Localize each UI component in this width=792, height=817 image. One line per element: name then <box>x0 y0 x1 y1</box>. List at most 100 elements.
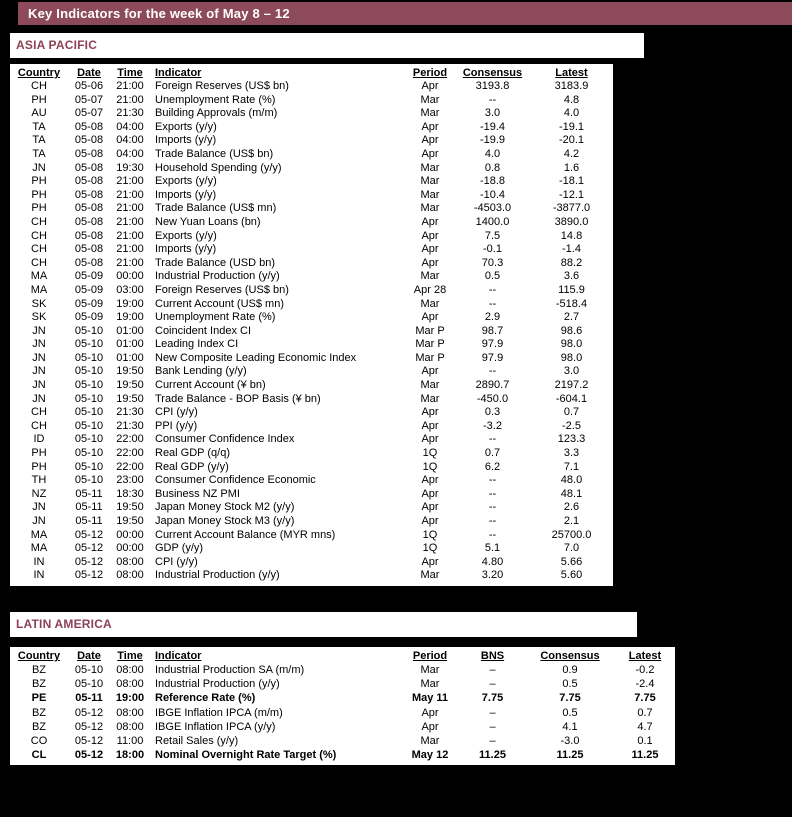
table-cell: 21:30 <box>116 406 144 419</box>
table-cell: 3183.9 <box>554 80 589 92</box>
column-header-time: Time <box>117 650 143 662</box>
table-cell: 4.7 <box>637 720 653 733</box>
table-cell: GDP (y/y) <box>155 542 204 555</box>
table-cell: Exports (y/y) <box>155 229 217 242</box>
table-cell: 1Q <box>422 447 438 460</box>
table-cell: 01:00 <box>116 338 144 351</box>
table-cell: JN <box>32 338 46 351</box>
table-cell: 3890.0 <box>554 215 589 228</box>
table-cell: 4.2 <box>563 147 580 160</box>
table-row: JN 05-10 19:50 Current Account (¥ bn) Mar 289… <box>10 379 613 393</box>
table-cell: PPI (y/y) <box>155 419 198 432</box>
table-cell: 7.75 <box>559 692 581 705</box>
table-cell: Mar <box>420 297 440 310</box>
table-cell: -- <box>488 487 497 500</box>
table-cell: 19:50 <box>116 501 144 514</box>
table-cell: 97.9 <box>481 338 504 351</box>
table-cell: 05-10 <box>74 351 104 364</box>
table-cell: TA <box>32 147 46 160</box>
table-cell: Current Account Balance (MYR mns) <box>155 528 336 541</box>
table-row: ID 05-10 22:00 Consumer Confidence Index Apr… <box>10 433 613 447</box>
table-cell: 04:00 <box>116 134 144 147</box>
table-row: SK 05-09 19:00 Current Account (US$ mn) Mar -… <box>10 298 613 312</box>
table-cell: -- <box>488 365 497 378</box>
table-cell: Mar P <box>415 338 445 351</box>
table-cell: -- <box>488 283 497 296</box>
table-cell: 7.75 <box>634 692 656 705</box>
table-cell: New Composite Leading Economic Index <box>155 351 357 364</box>
table-cell: -3.2 <box>483 419 502 432</box>
table-cell: JN <box>32 392 46 405</box>
table-cell: Mar <box>420 735 440 748</box>
latin-america-indicators-table: Country Date Time Indicator Period BNS Consens… <box>10 647 675 762</box>
table-row: BZ 05-10 08:00 Industrial Production SA (m/… <box>10 663 675 677</box>
table-cell: 22:00 <box>116 433 144 446</box>
table-cell: Apr <box>421 555 439 568</box>
table-cell: -- <box>488 297 497 310</box>
table-cell: Consumer Confidence Index <box>155 433 295 446</box>
table-cell: 0.9 <box>562 664 578 676</box>
table-cell: Current Account (US$ mn) <box>155 297 284 310</box>
table-cell: 1Q <box>422 460 438 473</box>
table-cell: 18:30 <box>116 487 144 500</box>
column-header-period: Period <box>412 67 448 79</box>
table-cell: 3.20 <box>481 569 504 582</box>
table-cell: Apr <box>421 706 439 719</box>
table-cell: -- <box>488 433 497 446</box>
table-row: CH 05-08 21:00 New Yuan Loans (bn) Apr 1400.0… <box>10 216 613 230</box>
table-cell: TA <box>32 120 46 133</box>
table-row: TA 05-08 04:00 Trade Balance (US$ bn) Apr 4.0… <box>10 148 613 162</box>
table-cell: Mar <box>420 270 440 283</box>
table-cell: -18.8 <box>479 175 506 188</box>
table-cell: 05-11 <box>75 515 103 527</box>
table-cell: Mar <box>420 188 440 201</box>
table-cell: CH <box>31 215 47 228</box>
table-cell: MA <box>30 542 48 555</box>
table-cell: 05-08 <box>74 215 104 228</box>
table-cell: Apr <box>421 515 439 527</box>
table-cell: 11:00 <box>116 735 144 748</box>
table-cell: 98.0 <box>560 351 583 364</box>
table-cell: 3.0 <box>563 365 580 378</box>
table-cell: 05-11 <box>75 487 103 500</box>
table-cell: 123.3 <box>557 433 586 446</box>
table-cell: Mar <box>420 175 440 188</box>
table-cell: 05-12 <box>74 735 104 748</box>
table-cell: ID <box>33 433 45 446</box>
table-cell: 05-10 <box>74 392 104 405</box>
table-cell: 08:00 <box>116 678 144 691</box>
latin-america-table-container: Country Date Time Indicator Period BNS Consens… <box>10 647 675 765</box>
table-cell: 05-10 <box>74 406 104 419</box>
table-cell: Imports (y/y) <box>155 134 217 147</box>
table-row: CH 05-08 21:00 Imports (y/y) Apr -0.1 -1.4 <box>10 243 613 257</box>
table-row: IN 05-12 08:00 CPI (y/y) Apr 4.80 5.66 <box>10 556 613 570</box>
table-cell: 22:00 <box>116 460 144 473</box>
table-cell: – <box>489 735 496 748</box>
table-cell: 21:00 <box>116 243 144 256</box>
table-cell: Foreign Reserves (US$ bn) <box>155 283 289 296</box>
table-cell: MA <box>30 528 48 541</box>
table-row: PE 05-11 19:00 Reference Rate (%) May 11 7.75… <box>10 691 675 705</box>
table-cell: Nominal Overnight Rate Target (%) <box>155 749 337 762</box>
table-cell: CH <box>31 80 47 92</box>
table-cell: 19:50 <box>116 392 144 405</box>
table-cell: 05-09 <box>74 311 104 324</box>
table-cell: 05-12 <box>74 706 104 719</box>
table-row: CL 05-12 18:00 Nominal Overnight Rate Targe… <box>10 748 675 762</box>
table-cell: 21:00 <box>116 175 144 188</box>
table-cell: 05-10 <box>74 433 104 446</box>
table-cell: IN <box>33 569 45 582</box>
column-header-country: Country <box>17 67 61 79</box>
table-cell: May 12 <box>411 749 449 762</box>
table-cell: 05-10 <box>74 678 104 691</box>
table-cell: Trade Balance (USD bn) <box>155 256 276 269</box>
column-header-row: Country Date Time Indicator Period Consensus L… <box>10 64 613 80</box>
table-cell: -- <box>488 528 497 541</box>
section-title: LATIN AMERICA <box>16 617 112 631</box>
table-cell: 05-08 <box>74 147 104 160</box>
table-cell: 0.7 <box>484 447 501 460</box>
table-cell: 22:00 <box>116 447 144 460</box>
table-cell: 05-08 <box>74 120 104 133</box>
table-cell: 05-12 <box>74 528 104 541</box>
table-cell: 05-08 <box>74 161 104 174</box>
